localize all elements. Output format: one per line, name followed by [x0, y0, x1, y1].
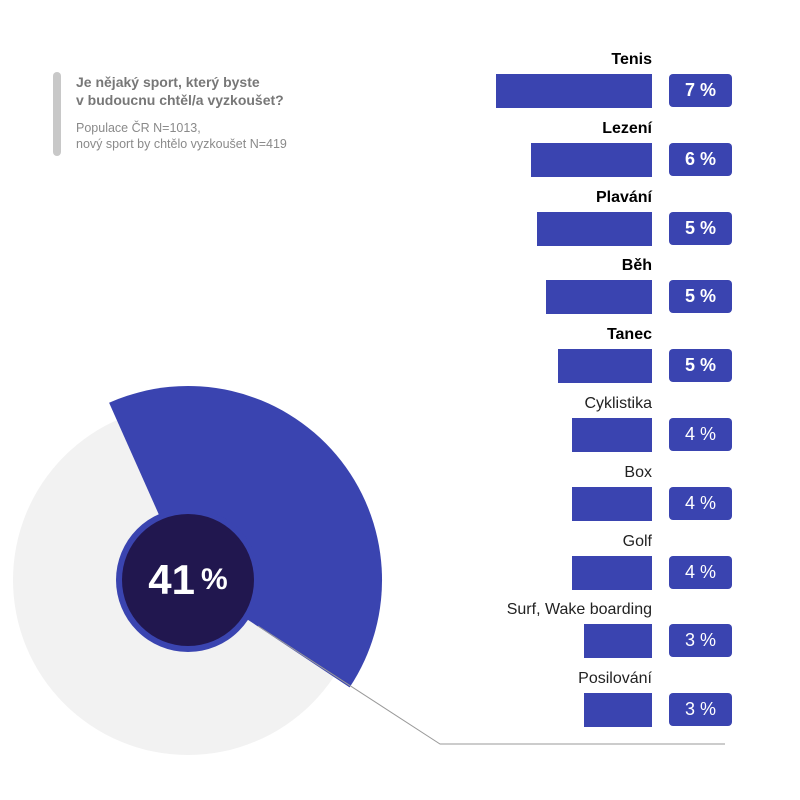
value-badge: 4 %	[669, 418, 732, 451]
value-badge: 5 %	[669, 280, 732, 314]
donut-highlight-slice	[109, 386, 383, 688]
question-title: Je nějaký sport, který byste v budoucnu …	[76, 73, 376, 109]
bar	[545, 280, 652, 315]
value-badge: 4 %	[669, 555, 732, 589]
bar-label: Plavání	[595, 188, 652, 206]
bar	[584, 693, 652, 728]
bar	[536, 211, 652, 246]
bar-label: Cyklistika	[584, 395, 652, 412]
bar-label: Tenis	[611, 51, 652, 68]
question-subtitle-line-1: Populace ČR N=1013,	[76, 121, 201, 135]
question-title-line-1: Je nějaký sport, který byste	[76, 74, 260, 90]
donut-center	[122, 514, 254, 646]
bar	[572, 555, 652, 590]
question-subtitle-line-2: nový sport by chtělo vyzkoušet N=419	[76, 137, 287, 151]
question-accent-bar	[53, 72, 61, 156]
bar-label: Surf, Wake boarding	[506, 601, 652, 619]
value-badge: 7 %	[669, 74, 732, 107]
value-badge: 4 %	[669, 486, 732, 520]
question-title-line-2: v budoucnu chtěl/a vyzkoušet?	[76, 92, 284, 108]
bar	[531, 142, 652, 177]
bar-label: Box	[624, 463, 652, 481]
donut-center-label: 41 %	[119, 511, 257, 649]
value-badge: 6 %	[669, 142, 732, 176]
bar	[584, 624, 652, 659]
bar-label: Posilování	[578, 670, 652, 688]
bar	[572, 486, 652, 521]
value-badge: 3 %	[669, 624, 732, 658]
bar	[557, 349, 652, 384]
value-badge: 3 %	[669, 693, 732, 727]
bar-label: Tanec	[606, 326, 652, 344]
bar	[495, 74, 652, 108]
donut-unit: %	[201, 563, 228, 596]
question-subtitle: Populace ČR N=1013, nový sport by chtělo…	[76, 120, 376, 152]
value-badge: 5 %	[669, 211, 732, 245]
donut-value: 41	[148, 556, 196, 603]
bar-label: Běh	[621, 257, 652, 275]
leader-line	[257, 625, 725, 745]
value-badge: 5 %	[669, 349, 732, 383]
bar-label: Lezení	[602, 119, 652, 137]
bar-label: Golf	[622, 532, 652, 550]
bar	[572, 418, 652, 452]
